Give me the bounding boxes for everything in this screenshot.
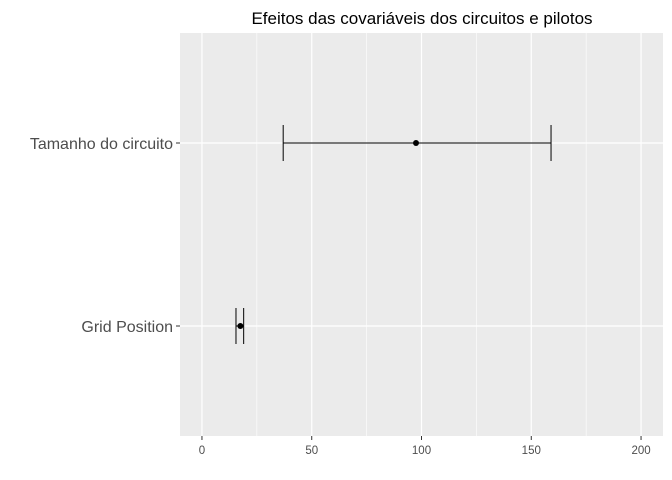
x-axis-ticks: 0 50 100 150 200 xyxy=(199,436,651,457)
y-tick-label: Tamanho do circuito xyxy=(30,136,173,153)
y-axis-ticks: Tamanho do circuito Grid Position xyxy=(30,136,180,336)
chart-title: Efeitos das covariáveis dos circuitos e … xyxy=(251,9,592,28)
x-tick-label: 50 xyxy=(305,445,318,457)
estimate-point xyxy=(413,140,420,146)
x-tick-label: 100 xyxy=(412,445,431,457)
x-tick-label: 150 xyxy=(522,445,541,457)
estimate-point xyxy=(237,323,244,329)
error-bars xyxy=(235,125,552,344)
x-tick-label: 0 xyxy=(199,445,205,457)
y-tick-label: Grid Position xyxy=(81,319,173,336)
x-tick-label: 200 xyxy=(631,445,650,457)
minor-gridlines xyxy=(256,33,587,436)
